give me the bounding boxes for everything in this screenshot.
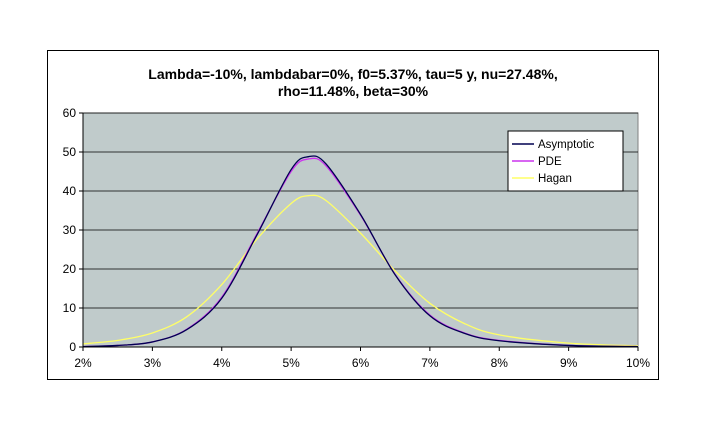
y-tick-label: 30 [63,223,77,237]
legend: Asymptotic PDE Hagan [507,130,624,192]
x-tick-label: 3% [144,356,162,370]
y-tick-label: 50 [63,145,77,159]
x-tick-label: 6% [352,356,370,370]
legend-label: Asymptotic [538,139,594,151]
series-line-hagan [82,194,639,347]
legend-label: PDE [538,156,562,168]
x-tick-label: 2% [74,356,92,370]
x-tick-label: 8% [491,356,509,370]
chart-title-line-1: Lambda=-10%, lambdabar=0%, f0=5.37%, tau… [148,66,557,82]
y-tick-label: 60 [63,106,77,120]
y-tick-label: 40 [63,184,77,198]
series-layer [82,155,639,348]
grid-layer [83,112,638,309]
chart-svg: Lambda=-10%, lambdabar=0%, f0=5.37%, tau… [63,66,651,370]
x-tick-label: 9% [560,356,578,370]
x-tick-label: 5% [282,356,300,370]
axis-layer: 0 10 20 30 40 50 60 2% 3% 4% 5% 6% 7% 8% 9% 10% [63,106,651,370]
x-tick-label: 7% [421,356,439,370]
y-tick-label: 20 [63,262,77,276]
y-tick-label: 0 [69,340,76,354]
x-tick-label: 4% [213,356,231,370]
series-line-asymptotic [82,155,639,348]
chart-frame: Lambda=-10%, lambdabar=0%, f0=5.37%, tau… [47,50,659,380]
x-tick-label: 10% [626,356,650,370]
y-tick-label: 10 [63,301,77,315]
chart-title-line-2: rho=11.48%, beta=30% [278,83,429,99]
legend-label: Hagan [538,173,572,185]
